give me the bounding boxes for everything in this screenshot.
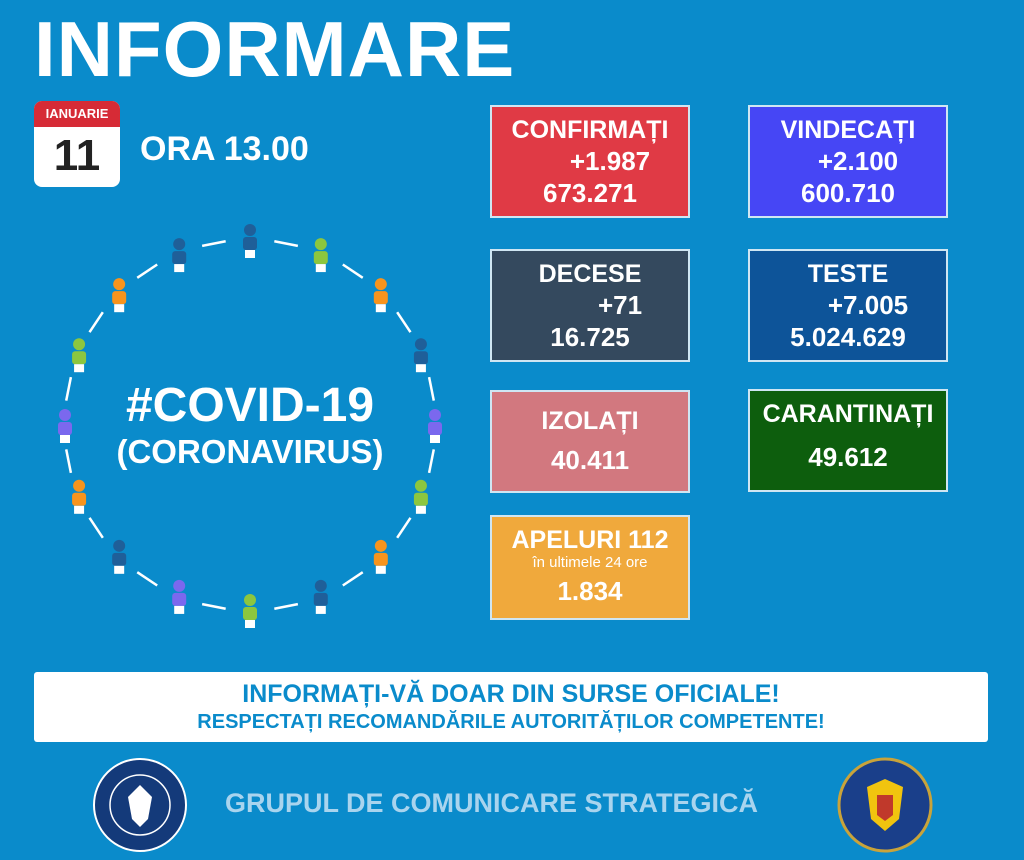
person-icon	[428, 409, 442, 443]
covid-subtitle: (CORONAVIRUS)	[116, 433, 384, 470]
person-icon	[112, 539, 127, 574]
stat-label: VINDECAȚI	[780, 116, 916, 144]
arrow-icon	[427, 376, 436, 401]
person-icon	[58, 409, 72, 443]
covid-heading: #COVID-19 (CORONAVIRUS)	[100, 378, 400, 471]
stat-label: IZOLAȚI	[541, 407, 639, 435]
person-icon	[313, 579, 328, 614]
person-icon	[373, 539, 388, 574]
calendar-icon: IANUARIE 11	[34, 101, 120, 187]
person-icon	[313, 238, 328, 273]
arrow-icon	[201, 602, 226, 611]
banner-line-1: INFORMAȚI-VĂ DOAR DIN SURSE OFICIALE!	[242, 680, 780, 708]
person-icon	[243, 594, 257, 628]
government-logo	[93, 758, 187, 852]
stat-total: 16.725	[550, 322, 630, 352]
arrow-icon	[136, 571, 158, 587]
people-circle-illustration	[58, 224, 442, 628]
person-icon	[72, 479, 87, 514]
stat-confirmati: CONFIRMAȚI +1.987 673.271	[490, 105, 690, 218]
arrow-icon	[274, 602, 299, 611]
stat-izolati: IZOLAȚI 40.411	[490, 390, 690, 493]
stat-vindecati: VINDECAȚI +2.100 600.710	[748, 105, 948, 218]
arrow-icon	[274, 239, 299, 248]
arrow-icon	[396, 311, 412, 333]
covid-hashtag: #COVID-19	[125, 379, 375, 432]
person-icon	[72, 338, 87, 373]
person-icon	[413, 338, 428, 373]
stat-total: 600.710	[801, 178, 895, 208]
stat-total: 49.612	[808, 442, 888, 472]
arrow-icon	[64, 449, 73, 474]
stat-label: DECESE	[538, 260, 642, 288]
arrow-icon	[427, 449, 436, 474]
arrow-icon	[396, 517, 412, 539]
arrow-icon	[88, 517, 104, 539]
stat-total: 40.411	[550, 445, 630, 475]
page-title: INFORMARE	[34, 5, 516, 93]
footer-text: GRUPUL DE COMUNICARE STRATEGICĂ	[225, 788, 759, 818]
stat-carantinati: CARANTINAȚI 49.612	[748, 389, 948, 492]
arrow-icon	[88, 311, 104, 333]
stat-total: 5.024.629	[790, 322, 906, 352]
arrow-icon	[136, 263, 158, 279]
person-icon	[112, 278, 127, 313]
report-time: ORA 13.00	[140, 130, 309, 168]
arrow-icon	[342, 263, 364, 279]
stat-teste: TESTE +7.005 5.024.629	[748, 249, 948, 362]
stat-decese: DECESE +71 16.725	[490, 249, 690, 362]
stat-label: TESTE	[807, 260, 889, 288]
stat-total: 673.271	[543, 178, 637, 208]
stat-delta: +7.005	[827, 290, 909, 320]
person-icon	[172, 579, 187, 614]
arrow-icon	[342, 571, 364, 587]
banner-line-2: RESPECTAȚI RECOMANDĂRILE AUTORITĂȚILOR C…	[197, 711, 825, 733]
stat-label: APELURI 112	[511, 526, 669, 554]
stat-label: CARANTINAȚI	[762, 400, 934, 428]
advice-banner: INFORMAȚI-VĂ DOAR DIN SURSE OFICIALE! RE…	[34, 672, 988, 742]
person-icon	[413, 479, 428, 514]
person-icon	[243, 224, 257, 258]
calendar-month: IANUARIE	[34, 101, 120, 127]
stat-delta: +1.987	[569, 146, 651, 176]
person-icon	[373, 278, 388, 313]
stat-sublabel: în ultimele 24 ore	[532, 554, 648, 571]
stat-total: 1.834	[557, 576, 623, 606]
stat-delta: +71	[597, 290, 643, 320]
arrow-icon	[201, 239, 226, 248]
person-icon	[172, 238, 187, 273]
calendar-day: 11	[53, 131, 101, 180]
stat-label: CONFIRMAȚI	[511, 116, 669, 144]
stat-apeluri-112: APELURI 112 în ultimele 24 ore 1.834	[490, 515, 690, 620]
arrow-icon	[64, 376, 73, 401]
dsu-logo	[837, 757, 933, 853]
stat-delta: +2.100	[817, 146, 899, 176]
